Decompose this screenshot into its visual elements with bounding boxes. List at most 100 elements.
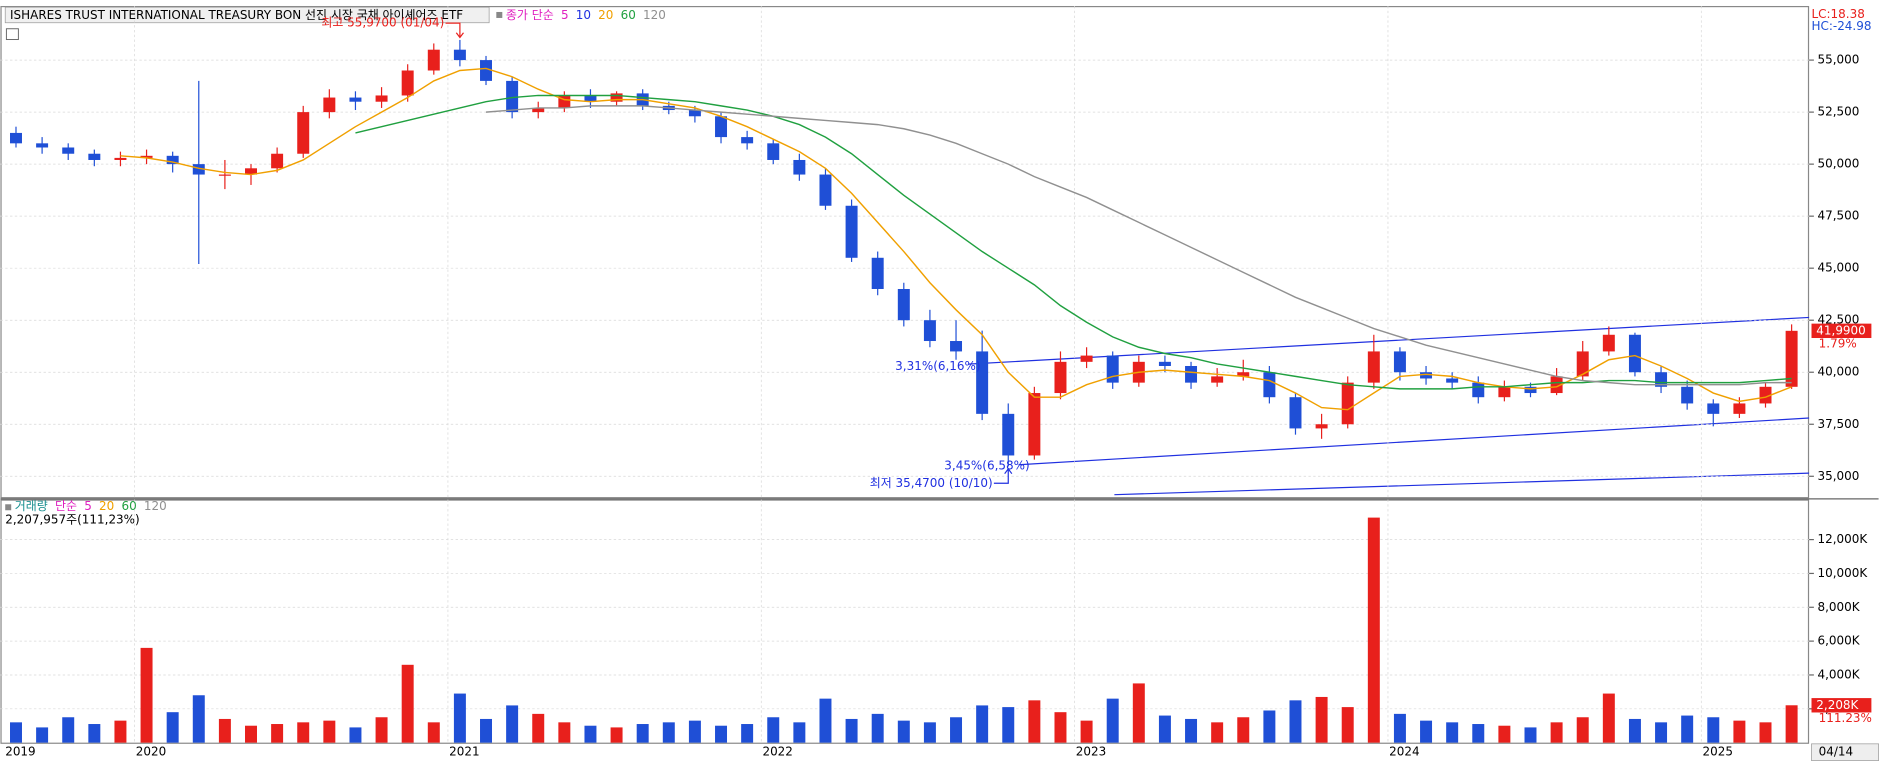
candle-body <box>1185 365 1198 383</box>
volume-bar <box>36 727 49 743</box>
y-tick-label: 47,500 <box>1817 209 1859 223</box>
candle-body <box>1707 403 1720 414</box>
volume-bar <box>1393 713 1406 743</box>
candle-body <box>506 80 519 113</box>
volume-bar <box>897 720 910 743</box>
candle-body <box>36 143 49 148</box>
y-tick-label: 55,000 <box>1817 53 1859 67</box>
candle-body <box>297 112 310 154</box>
candle-body <box>1289 397 1302 429</box>
volume-bar <box>192 695 205 743</box>
candle-body <box>114 157 127 160</box>
candle-body <box>845 205 858 258</box>
volume-bar <box>1759 722 1772 743</box>
candle-body <box>897 288 910 321</box>
volume-bar <box>427 722 440 743</box>
candle-body <box>1446 378 1459 383</box>
candle-body <box>1002 413 1015 456</box>
volume-bar <box>1158 715 1171 743</box>
volume-bar <box>62 717 75 743</box>
volume-bar <box>950 717 963 743</box>
candle-body <box>10 132 22 144</box>
volume-bar <box>1602 693 1615 743</box>
price-panel <box>0 5 1810 499</box>
volume-bar <box>1785 705 1798 743</box>
candle-body <box>1420 372 1433 379</box>
candle-body <box>1158 361 1171 366</box>
candle-body <box>950 341 963 352</box>
trend-line <box>1114 472 1810 496</box>
candle-body <box>871 257 884 289</box>
volume-bar <box>297 722 310 743</box>
volume-bar <box>1367 517 1380 743</box>
candle-body <box>715 116 728 138</box>
legend-item: 60 <box>621 8 636 22</box>
y-tick-label: 42,500 <box>1817 313 1859 327</box>
y-tick-label: 12,000K <box>1817 532 1868 546</box>
candle-body <box>453 49 466 61</box>
candle-body <box>1211 376 1224 383</box>
y-tick-label: 37,500 <box>1817 417 1859 431</box>
candle-body <box>1054 361 1067 394</box>
volume-bar <box>323 720 336 743</box>
candle-body <box>1028 393 1041 456</box>
grid-icon[interactable] <box>5 28 19 41</box>
candle-body <box>1759 386 1772 404</box>
volume-bar <box>1446 722 1459 743</box>
x-tick-label: 04/14 <box>1819 745 1854 759</box>
moving-average <box>355 94 1792 390</box>
candle-body <box>584 95 597 102</box>
volume-bar <box>1681 715 1694 743</box>
volume-bar <box>610 727 623 743</box>
volume-bar <box>1707 717 1720 743</box>
candle-body <box>271 153 284 169</box>
candle-body <box>610 93 623 102</box>
channel-annotation: 3,45%(6,58%) <box>944 458 1029 472</box>
volume-bar <box>1211 722 1224 743</box>
volume-bar <box>1289 700 1302 743</box>
legend-icon <box>5 504 12 511</box>
candle-body <box>558 95 571 108</box>
candle-body <box>793 159 806 175</box>
last-price-label: 41,9900 <box>1816 323 1866 337</box>
legend-item: 5 <box>84 499 92 513</box>
volume-panel <box>0 499 1810 744</box>
volume-bar <box>1263 710 1276 743</box>
low-annotation: 최저 35,4700 (10/10) <box>870 476 993 490</box>
moving-average <box>485 105 1792 386</box>
volume-bar <box>1420 720 1433 743</box>
y-tick-label: 52,500 <box>1817 105 1859 119</box>
volume-bar <box>1550 722 1563 743</box>
y-tick-label: 6,000K <box>1817 634 1860 648</box>
legend-item: 20 <box>598 8 613 22</box>
trend-line <box>1018 417 1810 466</box>
low-arrow <box>993 467 1013 484</box>
candle-body <box>375 95 388 102</box>
volume-bar <box>349 727 362 743</box>
candle-body <box>192 164 205 175</box>
volume-bar <box>1080 720 1093 743</box>
volume-bar <box>688 720 701 743</box>
volume-bar <box>1524 727 1537 743</box>
volume-bar <box>532 713 545 743</box>
candle-body <box>741 137 754 144</box>
lc-label: LC:18.38 <box>1812 7 1865 21</box>
y-tick-label: 8,000K <box>1817 600 1860 614</box>
candle-body <box>349 97 362 102</box>
candle-body <box>1681 386 1694 404</box>
high-arrow <box>445 22 464 39</box>
candle-body <box>1263 372 1276 398</box>
candle-body <box>218 174 231 176</box>
volume-bar <box>1576 717 1589 743</box>
y-tick-label: 50,000 <box>1817 157 1859 171</box>
volume-bar <box>1106 698 1119 743</box>
last-price-box <box>1811 323 1872 339</box>
volume-bar <box>271 724 284 743</box>
legend-item: 20 <box>99 499 114 513</box>
legend-item: 120 <box>643 8 666 22</box>
legend-item: 10 <box>576 8 591 22</box>
volume-bar <box>1472 724 1485 743</box>
volume-bar <box>453 693 466 743</box>
volume-bar <box>1237 717 1250 743</box>
